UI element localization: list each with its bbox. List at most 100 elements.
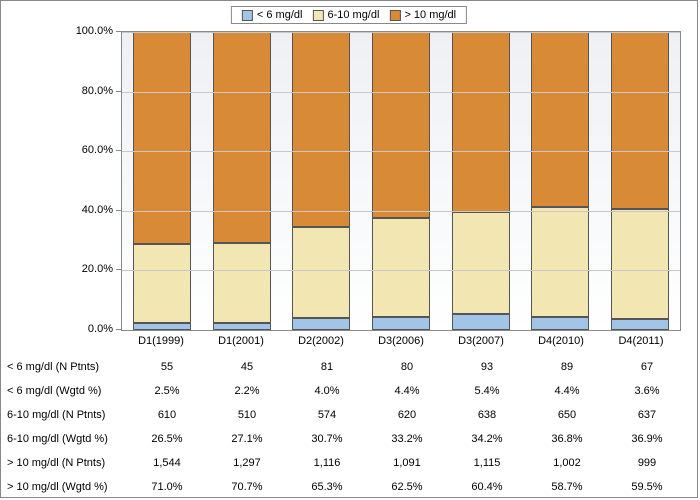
bar-segment xyxy=(531,32,589,207)
row-cells: 1,5441,2971,1161,0911,1151,002999 xyxy=(127,457,687,469)
table-cell: 510 xyxy=(218,409,276,421)
ytick-label: 0.0% xyxy=(63,323,113,335)
x-category-label: D3(2006) xyxy=(372,335,430,347)
legend-item: < 6 mg/dl xyxy=(242,9,303,21)
bar-segment xyxy=(611,32,669,209)
table-cell: 999 xyxy=(618,457,676,469)
table-cell: 33.2% xyxy=(378,433,436,445)
bar-segment xyxy=(372,32,430,218)
gridline xyxy=(122,211,680,212)
bar-segment xyxy=(452,32,510,212)
table-cell: 4.4% xyxy=(378,385,436,397)
table-cell: 610 xyxy=(138,409,196,421)
bar-stack xyxy=(292,32,350,330)
table-cell: 2.5% xyxy=(138,385,196,397)
table-cell: 1,297 xyxy=(218,457,276,469)
table-cell: 650 xyxy=(538,409,596,421)
bar-stack xyxy=(611,32,669,330)
bar-segment xyxy=(133,32,191,244)
table-cell: 59.5% xyxy=(618,481,676,493)
row-label: 6-10 mg/dl (N Ptnts) xyxy=(1,409,127,421)
table-cell: 4.4% xyxy=(538,385,596,397)
bar-stack xyxy=(452,32,510,330)
table-cell: 36.9% xyxy=(618,433,676,445)
data-table: < 6 mg/dl (N Ptnts)55458180938967< 6 mg/… xyxy=(1,355,699,499)
x-category-label: D4(2010) xyxy=(532,335,590,347)
bar-column xyxy=(372,32,430,330)
table-cell: 620 xyxy=(378,409,436,421)
table-cell: 637 xyxy=(618,409,676,421)
row-cells: 610510574620638650637 xyxy=(127,409,687,421)
legend: < 6 mg/dl 6-10 mg/dl > 10 mg/dl xyxy=(231,6,467,24)
chart-container: < 6 mg/dl 6-10 mg/dl > 10 mg/dl 0.0% 20.0… xyxy=(0,0,698,498)
gridline xyxy=(122,92,680,93)
table-cell: 2.2% xyxy=(218,385,276,397)
bar-segment xyxy=(292,227,350,318)
plot-area xyxy=(121,31,681,331)
bar-segment xyxy=(611,209,669,319)
bar-stack xyxy=(213,32,271,330)
row-cells: 2.5%2.2%4.0%4.4%5.4%4.4%3.6% xyxy=(127,385,687,397)
gridline xyxy=(122,32,680,33)
x-category-label: D1(2001) xyxy=(212,335,270,347)
table-row: 6-10 mg/dl (N Ptnts)61051057462063865063… xyxy=(1,403,699,427)
bar-segment xyxy=(452,314,510,330)
table-cell: 62.5% xyxy=(378,481,436,493)
table-cell: 81 xyxy=(298,361,356,373)
x-category-label: D2(2002) xyxy=(292,335,350,347)
table-cell: 1,544 xyxy=(138,457,196,469)
legend-label: > 10 mg/dl xyxy=(404,9,456,21)
bars xyxy=(122,32,680,330)
legend-swatch xyxy=(389,10,400,21)
table-cell: 71.0% xyxy=(138,481,196,493)
table-cell: 70.7% xyxy=(218,481,276,493)
ytick-label: 80.0% xyxy=(63,85,113,97)
table-row: > 10 mg/dl (Wgtd %)71.0%70.7%65.3%62.5%6… xyxy=(1,475,699,499)
legend-label: < 6 mg/dl xyxy=(257,9,303,21)
bar-column xyxy=(213,32,271,330)
table-cell: 65.3% xyxy=(298,481,356,493)
row-label: < 6 mg/dl (Wgtd %) xyxy=(1,385,127,397)
bar-column xyxy=(292,32,350,330)
table-cell: 27.1% xyxy=(218,433,276,445)
bar-segment xyxy=(133,244,191,323)
legend-swatch xyxy=(312,10,323,21)
table-cell: 638 xyxy=(458,409,516,421)
table-row: < 6 mg/dl (Wgtd %) 2.5% 2.2% 4.0% 4.4% 5.4% 4.… xyxy=(1,379,699,403)
table-cell: 5.4% xyxy=(458,385,516,397)
ytick-label: 40.0% xyxy=(63,204,113,216)
row-cells: 71.0% 70.7% 65.3% 62.5% 60.4% 58.7% 59.5% xyxy=(127,481,687,493)
table-cell: 1,091 xyxy=(378,457,436,469)
row-label: > 10 mg/dl (N Ptnts) xyxy=(1,457,127,469)
x-category-label: D1(1999) xyxy=(132,335,190,347)
table-cell: 36.8% xyxy=(538,433,596,445)
ytick-label: 20.0% xyxy=(63,263,113,275)
row-cells: 55458180938967 xyxy=(127,361,687,373)
table-cell: 34.2% xyxy=(458,433,516,445)
table-cell: 26.5% xyxy=(138,433,196,445)
table-cell: 1,002 xyxy=(538,457,596,469)
legend-item: > 10 mg/dl xyxy=(389,9,456,21)
table-cell: 60.4% xyxy=(458,481,516,493)
table-cell: 67 xyxy=(618,361,676,373)
bar-segment xyxy=(372,317,430,330)
row-label: 6-10 mg/dl (Wgtd %) xyxy=(1,433,127,445)
table-cell: 30.7% xyxy=(298,433,356,445)
bar-segment xyxy=(372,218,430,317)
table-cell: 58.7% xyxy=(538,481,596,493)
bar-stack xyxy=(133,32,191,330)
legend-item: 6-10 mg/dl xyxy=(312,9,379,21)
gridline xyxy=(122,270,680,271)
bar-column xyxy=(611,32,669,330)
table-cell: 55 xyxy=(138,361,196,373)
bar-column xyxy=(531,32,589,330)
bar-stack xyxy=(531,32,589,330)
table-row: > 10 mg/dl (N Ptnts) 1,544 1,297 1,116 1,091… xyxy=(1,451,699,475)
bar-segment xyxy=(292,318,350,330)
bar-segment xyxy=(611,319,669,330)
bar-segment xyxy=(452,212,510,314)
bar-segment xyxy=(531,317,589,330)
table-cell: 4.0% xyxy=(298,385,356,397)
table-cell: 1,116 xyxy=(298,457,356,469)
table-cell: 89 xyxy=(538,361,596,373)
